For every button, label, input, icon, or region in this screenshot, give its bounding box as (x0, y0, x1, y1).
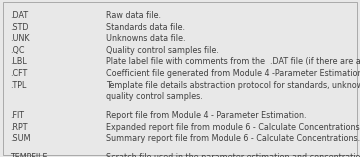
Text: Summary report file from Module 6 - Calculate Concentrations.: Summary report file from Module 6 - Calc… (106, 134, 360, 143)
Text: .QC: .QC (10, 46, 24, 55)
Text: Raw data file.: Raw data file. (106, 11, 161, 20)
Text: Coefficient file generated from Module 4 -Parameter Estimation.: Coefficient file generated from Module 4… (106, 69, 360, 78)
Text: Scratch file used in the parameter estimation and concentration calculation: Scratch file used in the parameter estim… (106, 153, 360, 157)
Text: TEMPFILE: TEMPFILE (10, 153, 48, 157)
Text: .LBL: .LBL (10, 57, 27, 66)
Text: Standards data file.: Standards data file. (106, 23, 185, 32)
Text: Unknowns data file.: Unknowns data file. (106, 34, 186, 43)
Text: .SUM: .SUM (10, 134, 31, 143)
Text: Template file details abstraction protocol for standards, unknowns and: Template file details abstraction protoc… (106, 81, 360, 90)
Text: .DAT: .DAT (10, 11, 28, 20)
Text: .UNK: .UNK (10, 34, 30, 43)
Text: .CFT: .CFT (10, 69, 27, 78)
Text: Report file from Module 4 - Parameter Estimation.: Report file from Module 4 - Parameter Es… (106, 111, 307, 120)
Text: Expanded report file from module 6 - Calculate Concentrations.: Expanded report file from module 6 - Cal… (106, 123, 360, 132)
Text: .RPT: .RPT (10, 123, 28, 132)
FancyBboxPatch shape (3, 2, 357, 155)
Text: quality control samples.: quality control samples. (106, 92, 203, 101)
Text: .TPL: .TPL (10, 81, 26, 90)
Text: Plate label file with comments from the  .DAT file (if there are any).: Plate label file with comments from the … (106, 57, 360, 66)
Text: .STD: .STD (10, 23, 28, 32)
Text: Quality control samples file.: Quality control samples file. (106, 46, 219, 55)
Text: .FIT: .FIT (10, 111, 24, 120)
